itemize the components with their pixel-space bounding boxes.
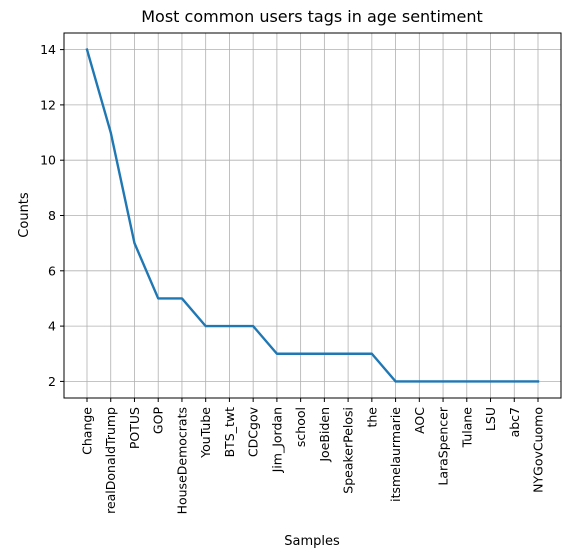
x-tick-label: LSU [483,407,498,431]
x-tick-label: school [293,407,308,447]
x-tick-label: the [364,407,379,428]
x-tick-label: itsmelaurmarie [388,407,403,502]
y-axis-ticks: 2 4 6 8 10 12 14 [40,42,64,389]
x-tick-label: realDonaldTrump [103,407,118,514]
x-tick-label: POTUS [127,407,142,449]
series-layer [85,48,540,383]
x-tick-label: NYGovCuomo [531,407,546,493]
grid-lines [64,33,561,398]
y-tick-label: 4 [48,319,56,334]
y-tick-label: 2 [48,374,56,389]
x-axis-label: Samples [284,534,340,549]
x-tick-label: Change [80,407,95,455]
y-tick-label: 14 [40,42,56,57]
y-tick-label: 12 [40,97,56,112]
x-tick-label: Tulane [459,407,474,449]
series-line [85,48,540,383]
x-axis-ticks: Change realDonaldTrump POTUS GOP HouseDemocr… [80,398,546,514]
x-tick-label: SpeakerPelosi [341,407,356,494]
x-tick-label: AOC [412,407,427,434]
y-tick-label: 8 [48,208,56,223]
x-tick-label: YouTube [198,407,213,459]
x-tick-label: JoeBiden [317,407,332,463]
x-tick-label: Jim_Jordan [269,407,284,473]
y-axis-label: Counts [17,192,32,238]
x-tick-label: abc7 [507,407,522,437]
y-tick-label: 10 [40,153,56,168]
x-tick-label: GOP [151,407,166,435]
chart-title: Most common users tags in age sentiment [141,7,482,26]
x-tick-label: BTS_twt [222,407,237,458]
x-tick-label: CDCgov [246,406,261,457]
y-tick-label: 6 [48,263,56,278]
x-tick-label: HouseDemocrats [174,407,189,514]
x-tick-label: LaraSpencer [436,406,451,485]
